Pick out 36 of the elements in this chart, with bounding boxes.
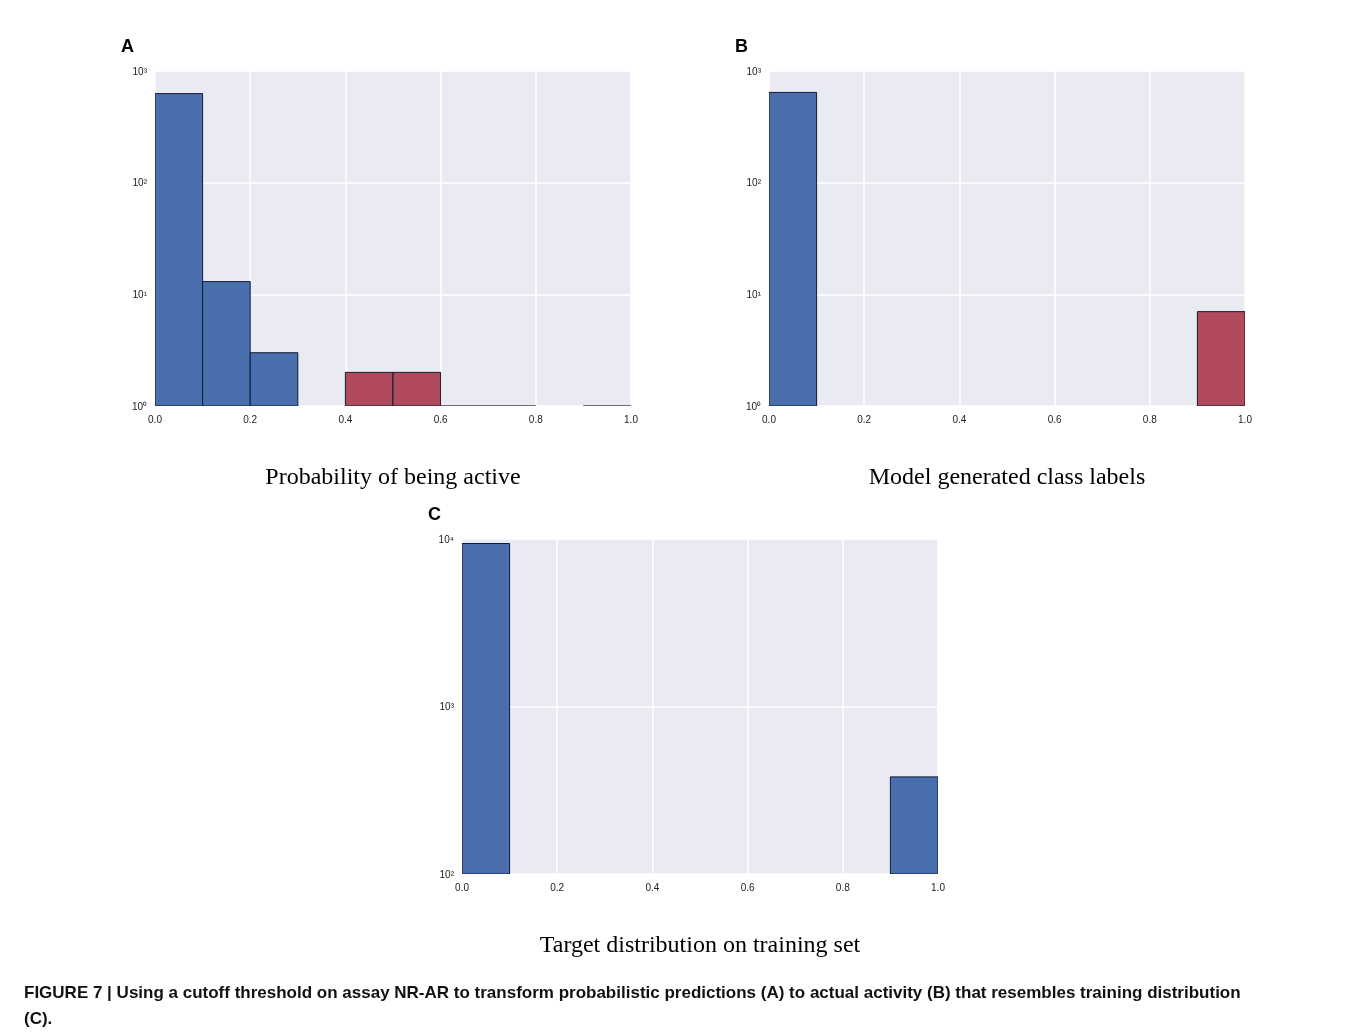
x-tick-label: 0.4: [338, 413, 353, 425]
x-tick-label: 1.0: [931, 881, 946, 893]
y-tick-label: 10²: [746, 177, 762, 189]
x-axis-title: Target distribution on training set: [539, 931, 861, 957]
x-tick-label: 0.4: [645, 881, 660, 893]
x-tick-label: 0.2: [550, 881, 565, 893]
y-tick-label: 10³: [746, 65, 762, 77]
y-tick-label: 10⁴: [438, 533, 454, 545]
y-tick-label: 10²: [439, 868, 455, 880]
x-tick-label: 0.2: [857, 413, 872, 425]
x-tick-label: 0.4: [952, 413, 967, 425]
y-tick-label: 10²: [132, 177, 148, 189]
chart-title: C: [428, 504, 441, 524]
x-tick-label: 0.6: [740, 881, 755, 893]
x-tick-label: 0.0: [148, 413, 163, 425]
y-tick-label: 10³: [439, 701, 455, 712]
chart-title: A: [121, 36, 134, 56]
y-tick-label: 10¹: [746, 288, 762, 300]
x-tick-label: 0.0: [762, 413, 777, 425]
y-tick-label: 10⁰: [745, 400, 761, 412]
x-axis-title: Probability of being active: [265, 463, 521, 489]
y-tick-label: 10⁰: [131, 400, 147, 412]
x-axis-title: Model generated class labels: [868, 463, 1146, 489]
y-tick-label: 10¹: [132, 288, 148, 300]
chart-title: B: [735, 36, 748, 56]
x-tick-label: 0.8: [1142, 413, 1158, 425]
y-tick-label: 10³: [132, 65, 148, 77]
x-tick-label: 1.0: [1238, 413, 1253, 425]
x-tick-label: 0.8: [528, 413, 544, 425]
x-tick-label: 0.2: [243, 413, 258, 425]
x-tick-label: 0.6: [433, 413, 448, 425]
x-tick-label: 0.8: [835, 881, 851, 893]
x-tick-label: 1.0: [624, 413, 639, 425]
x-tick-label: 0.6: [1047, 413, 1062, 425]
caption: FIGURE 7 | Using a cutoff threshold on assay NR-AR to transform probabilistic predictions (A) to actual activity (B) that resembles training distribution (C).: [24, 982, 1242, 1030]
x-tick-label: 0.0: [455, 881, 470, 893]
